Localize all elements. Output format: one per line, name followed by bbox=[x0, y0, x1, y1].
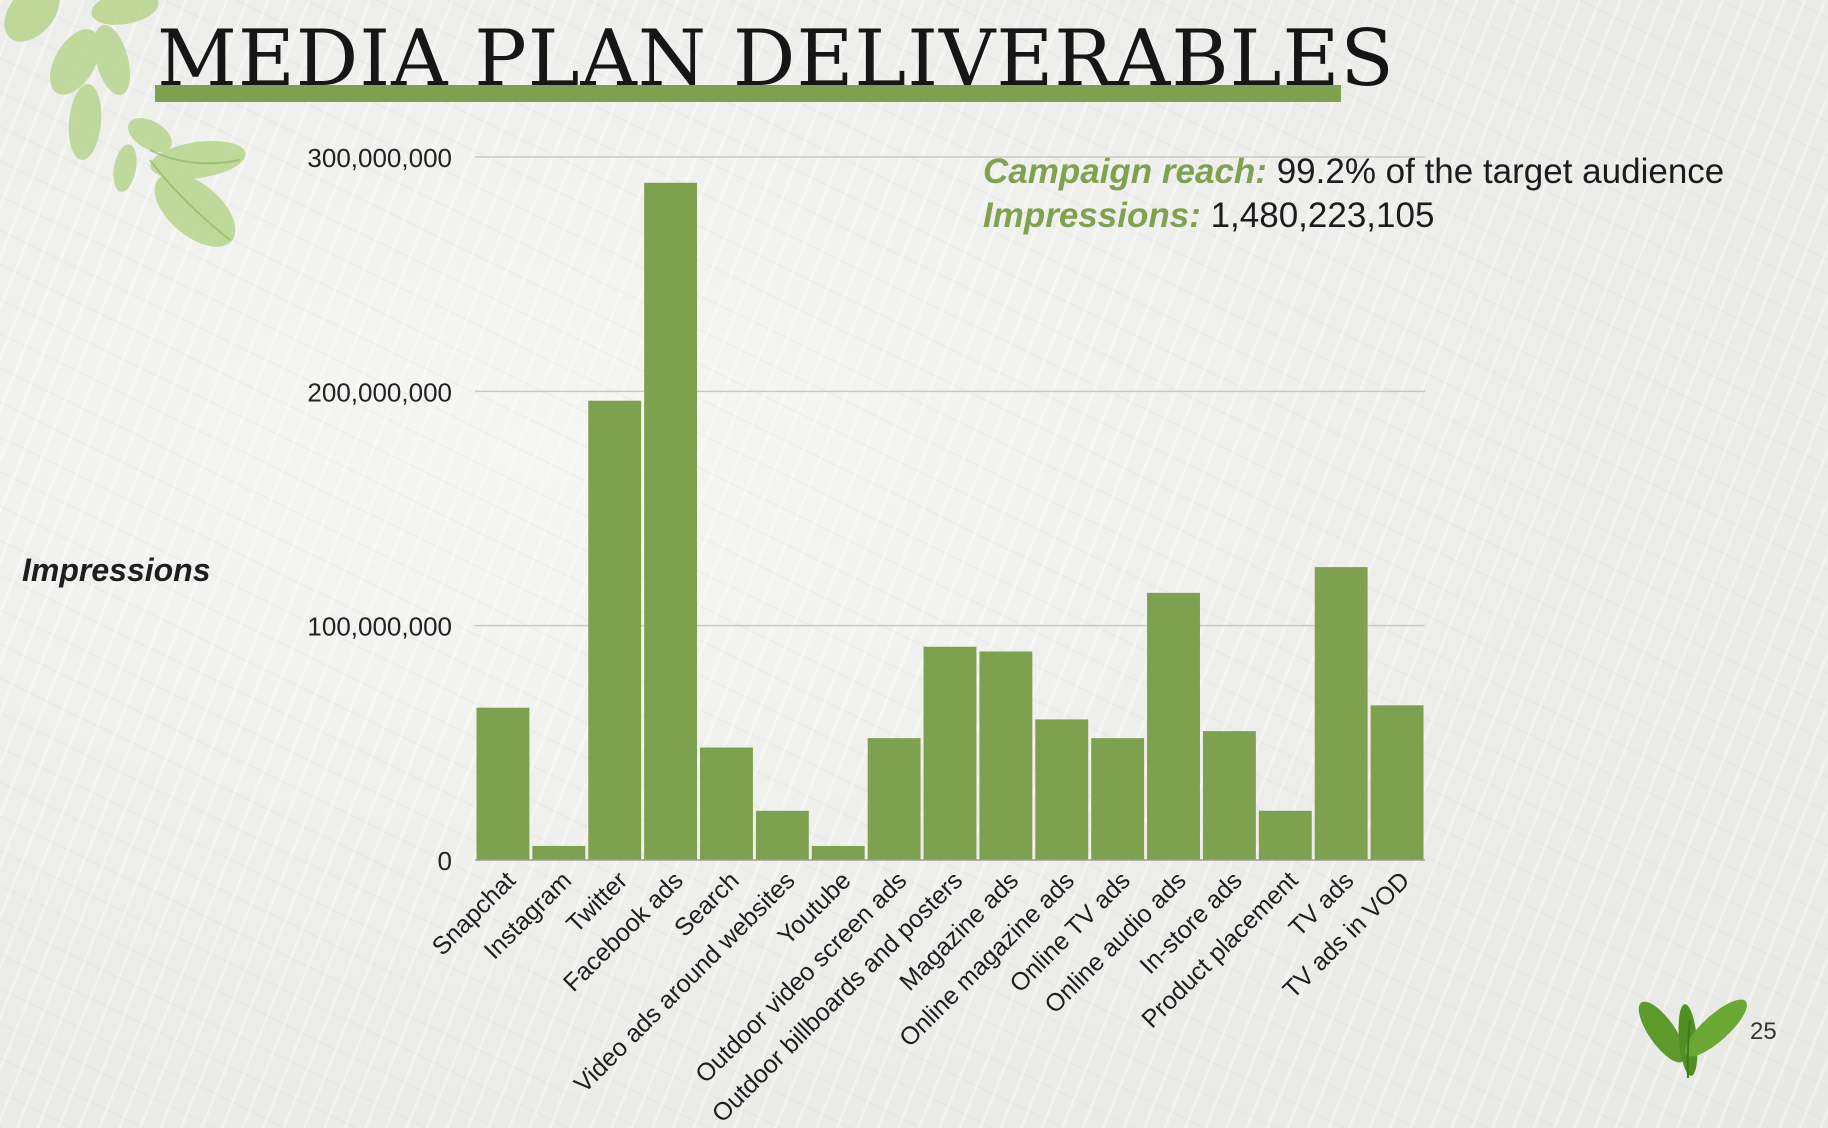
y-axis-label: Impressions bbox=[22, 552, 211, 588]
page-number: 25 bbox=[1750, 1018, 1777, 1045]
bar bbox=[532, 845, 586, 860]
bar bbox=[979, 651, 1033, 860]
bar bbox=[867, 738, 921, 860]
bar bbox=[1370, 705, 1424, 860]
bar bbox=[755, 810, 809, 860]
impressions-label: Impressions: bbox=[983, 196, 1201, 235]
reach-label: Campaign reach: bbox=[983, 152, 1267, 191]
bar bbox=[1091, 738, 1145, 860]
bar bbox=[588, 400, 642, 860]
impressions-line: Impressions: 1,480,223,105 bbox=[983, 194, 1724, 238]
bar bbox=[476, 707, 530, 860]
y-tick-label: 0 bbox=[438, 846, 452, 876]
reach-value: 99.2% of the target audience bbox=[1276, 152, 1725, 191]
y-tick-label: 200,000,000 bbox=[307, 377, 452, 407]
reach-line: Campaign reach: 99.2% of the target audi… bbox=[983, 150, 1724, 194]
bar bbox=[1035, 719, 1089, 860]
leaf-decoration-icon bbox=[4, 0, 246, 247]
bar bbox=[811, 845, 865, 860]
title-underline bbox=[155, 85, 1341, 102]
bar bbox=[1314, 567, 1368, 860]
corner-leaf-icon bbox=[1638, 999, 1747, 1079]
bar bbox=[1202, 731, 1256, 860]
summary-box: Campaign reach: 99.2% of the target audi… bbox=[983, 150, 1724, 238]
y-tick-label: 300,000,000 bbox=[307, 143, 452, 173]
y-tick-label: 100,000,000 bbox=[307, 612, 452, 642]
bar bbox=[1258, 810, 1312, 860]
bar bbox=[1147, 592, 1200, 860]
bar bbox=[700, 747, 753, 860]
bar bbox=[644, 182, 698, 860]
impressions-value: 1,480,223,105 bbox=[1210, 196, 1435, 235]
bar bbox=[923, 646, 977, 860]
